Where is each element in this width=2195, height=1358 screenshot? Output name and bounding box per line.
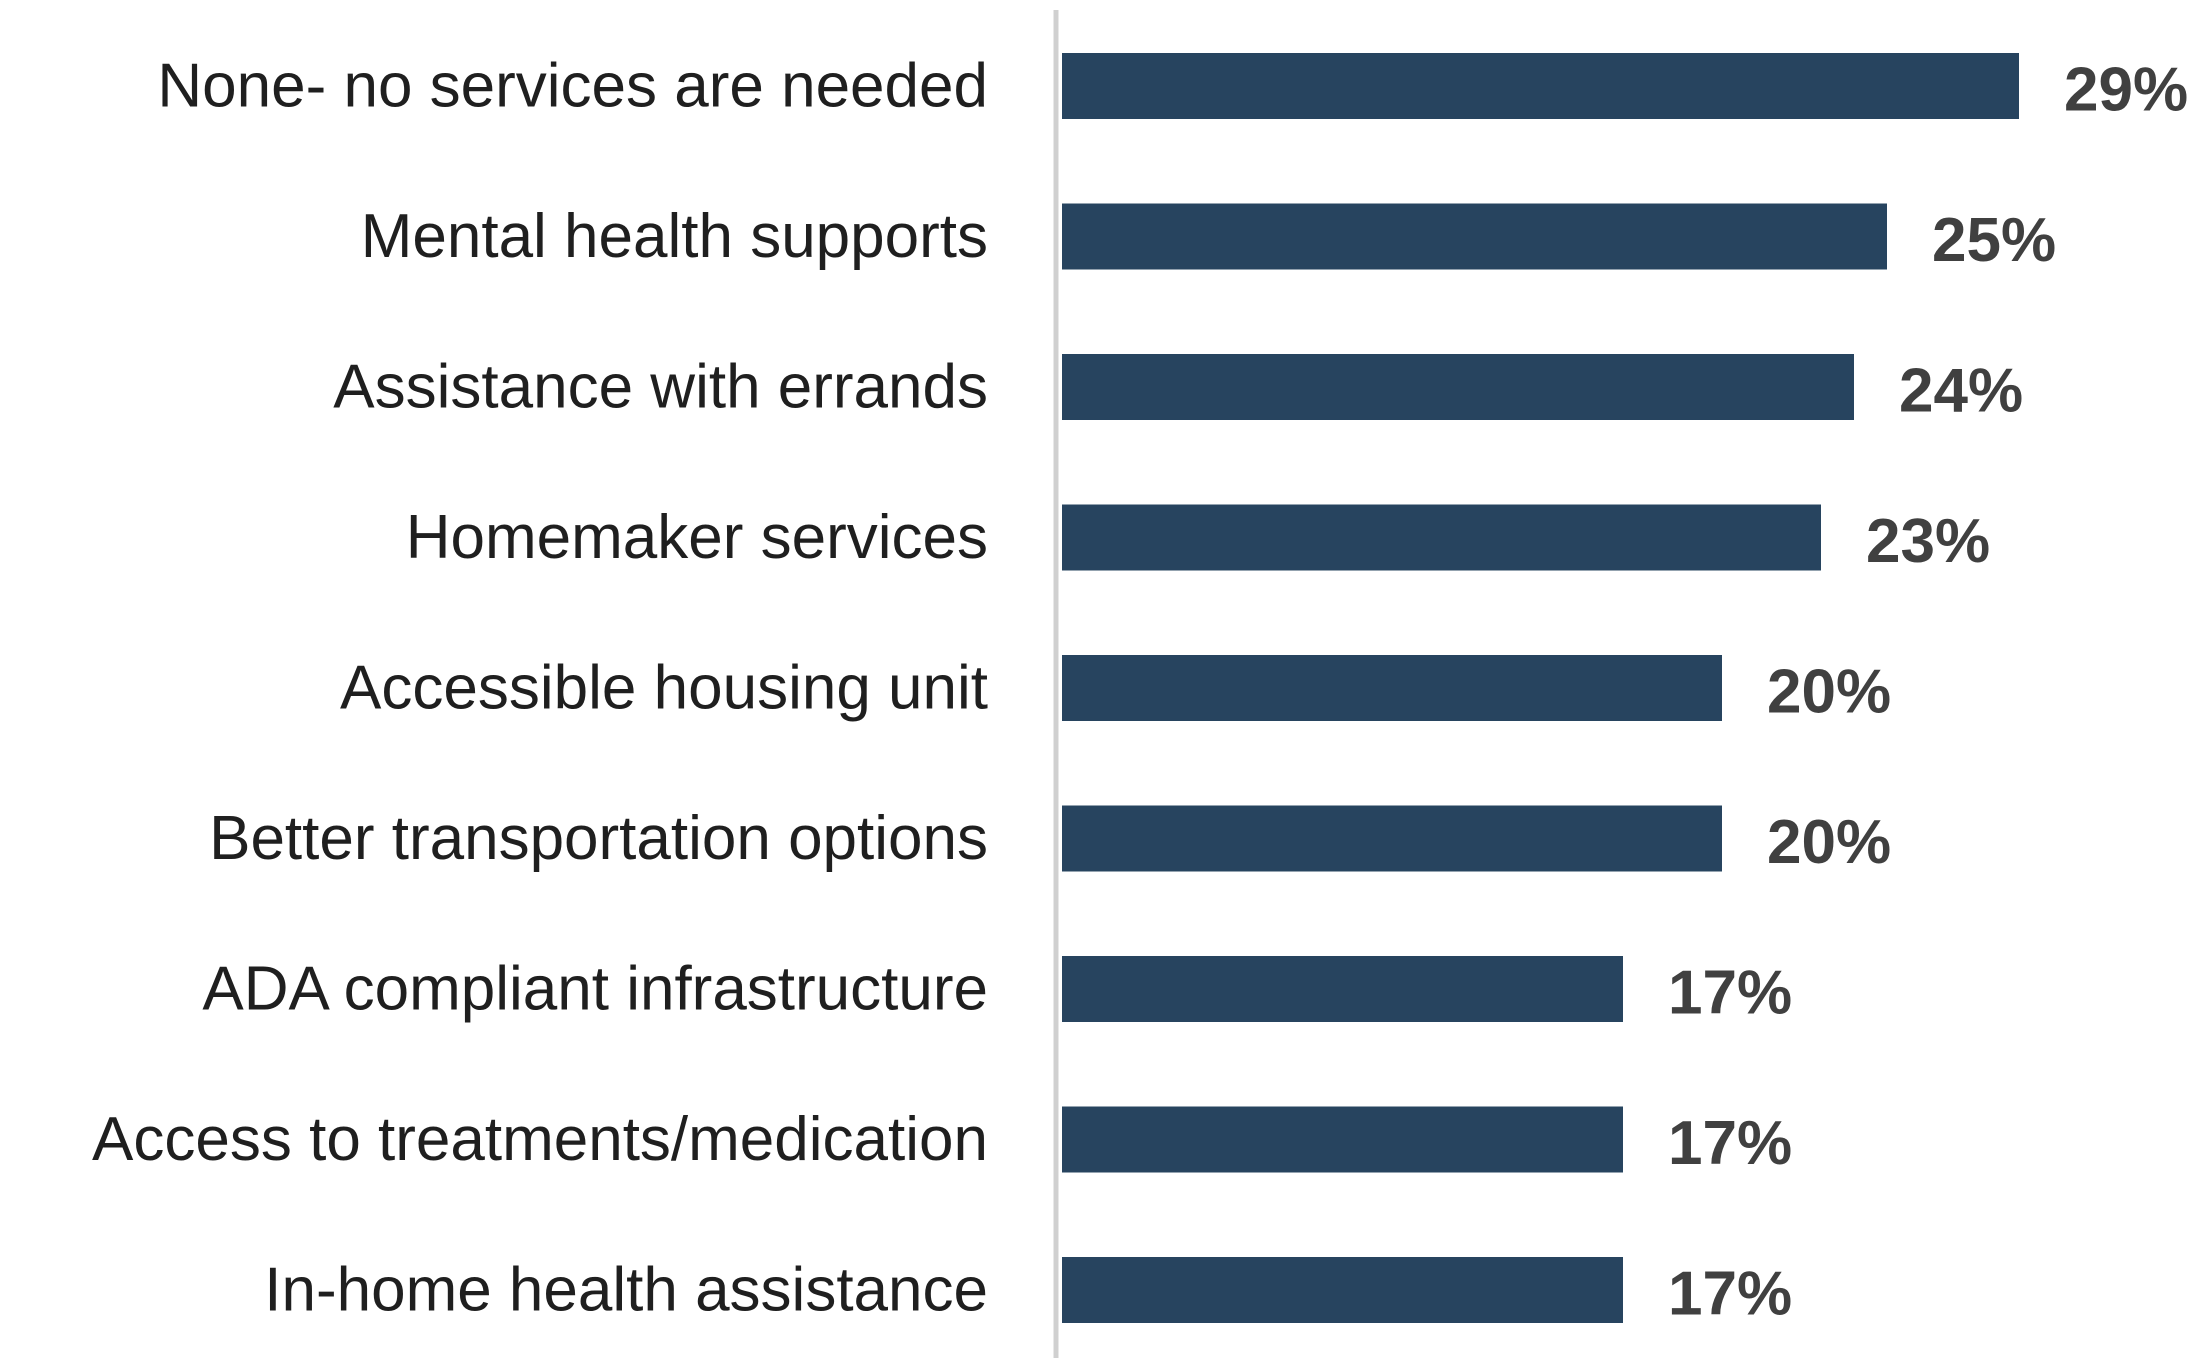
value-label: 17% (1668, 959, 1792, 1028)
category-label: None- no services are needed (157, 52, 988, 121)
value-label: 20% (1767, 808, 1891, 877)
value-label: 29% (2064, 56, 2188, 125)
value-label: 17% (1668, 1260, 1792, 1329)
category-label: Better transportation options (209, 804, 988, 873)
bar (1062, 354, 1854, 420)
bar (1062, 203, 1887, 270)
bar (1062, 1257, 1623, 1323)
bar (1062, 504, 1821, 571)
value-label: 23% (1866, 507, 1990, 576)
category-label: Assistance with errands (333, 353, 988, 422)
value-label: 20% (1767, 658, 1891, 727)
bar (1062, 805, 1722, 872)
category-label: Access to treatments/medication (92, 1105, 988, 1174)
bar (1062, 1106, 1623, 1173)
category-label: Homemaker services (406, 503, 988, 572)
bar (1062, 53, 2019, 119)
category-label: In-home health assistance (264, 1256, 988, 1325)
category-label: ADA compliant infrastructure (202, 955, 988, 1024)
category-label: Mental health supports (361, 202, 988, 271)
value-label: 17% (1668, 1109, 1792, 1178)
value-label: 24% (1899, 357, 2023, 426)
value-label: 25% (1932, 206, 2056, 275)
bar (1062, 956, 1623, 1022)
category-label: Accessible housing unit (340, 654, 988, 723)
bar (1062, 655, 1722, 721)
